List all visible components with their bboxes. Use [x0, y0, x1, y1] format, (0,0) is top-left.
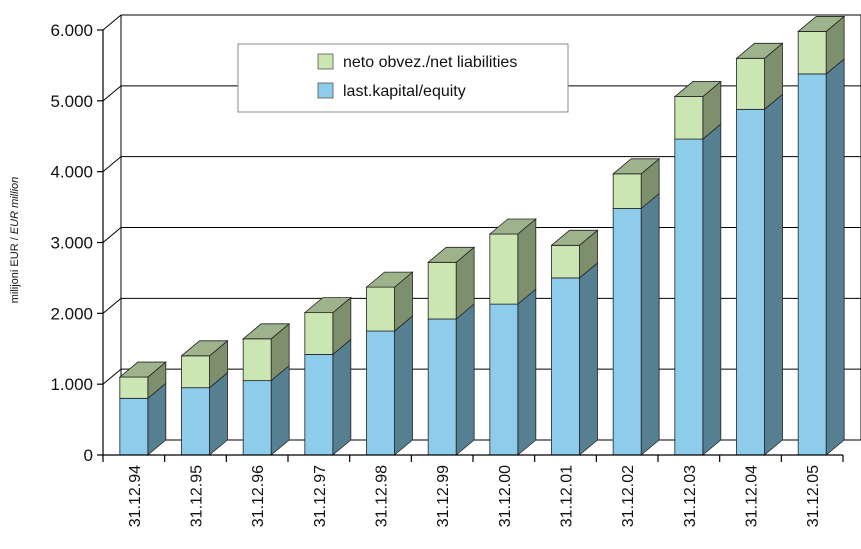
bar-equity	[489, 303, 519, 456]
gridline-diagonal	[102, 156, 122, 173]
bar-side-equity	[702, 123, 722, 456]
bar-equity	[366, 330, 395, 456]
y-axis-label-main: milijoni EUR /	[9, 236, 21, 303]
x-axis: 31.12.94 31.12.95 31.12.96 31.12.97 31.12.98…	[102, 454, 844, 527]
y-tick-label: 6.000	[50, 21, 93, 40]
bar-top-net-liabilities	[488, 218, 537, 235]
bar-net-liabilities	[304, 312, 334, 355]
bar-group	[118, 361, 167, 456]
bar-group	[303, 296, 352, 456]
bar-net-liabilities	[242, 338, 272, 382]
bar-side-equity	[517, 288, 537, 456]
bar-net-liabilities	[797, 31, 827, 75]
bar-group	[797, 15, 846, 456]
bar-net-liabilities	[366, 286, 395, 332]
gridline-diagonal	[102, 368, 122, 385]
bar-equity	[551, 277, 580, 456]
bar-top-net-liabilities	[612, 158, 661, 175]
x-tick-label: 31.12.01	[559, 465, 576, 527]
bar-net-liabilities	[736, 57, 765, 110]
x-tick-label: 31.12.04	[744, 465, 761, 527]
bar-top-net-liabilities	[735, 42, 784, 59]
gridline-diagonal	[102, 297, 122, 314]
bar-group	[242, 322, 291, 456]
bar-side-equity	[332, 338, 352, 456]
bar-side-equity	[394, 315, 413, 456]
bar-equity	[304, 354, 334, 456]
bar-side-equity	[579, 262, 598, 456]
x-tick-label: 31.12.99	[435, 465, 452, 527]
x-tick-label: 31.12.95	[189, 465, 206, 527]
bar-top-net-liabilities	[550, 229, 599, 246]
y-axis-label-italic: EUR million	[9, 177, 21, 234]
bar-group	[365, 271, 414, 456]
y-ticks: 0 1.000 2.000 3.000 4.000 5.000 6.000	[50, 21, 103, 465]
bar-side-equity	[825, 58, 845, 456]
y-tick-label: 2.000	[50, 304, 93, 323]
gridline-diagonal	[102, 227, 122, 243]
bar-net-liabilities	[612, 173, 642, 209]
y-tick-label: 1.000	[50, 375, 93, 394]
bar-equity	[427, 318, 457, 456]
legend-box	[237, 43, 569, 113]
bar-net-liabilities	[119, 376, 149, 399]
y-axis-label: milijoni EUR / EUR million	[9, 177, 21, 304]
y-tick-label: 0	[84, 446, 93, 465]
bar-top-net-liabilities	[118, 361, 167, 378]
legend-label-net-liabilities: neto obvez./net liabilities	[343, 54, 517, 71]
bar-group	[180, 339, 229, 456]
bar-top-net-liabilities	[242, 323, 291, 340]
x-tick-label: 31.12.02	[620, 465, 637, 527]
x-tick-label: 31.12.98	[374, 465, 391, 527]
bar-top-net-liabilities	[365, 271, 414, 288]
bar-top-net-liabilities	[673, 81, 722, 97]
bar-equity	[736, 108, 765, 456]
bar-net-liabilities	[674, 96, 704, 140]
legend: neto obvez./net liabilities last.kapital…	[237, 43, 569, 113]
legend-swatch-equity	[317, 82, 334, 99]
gridline-diagonal	[102, 85, 122, 102]
gridline-diagonal	[102, 14, 122, 31]
bar-equity	[797, 73, 827, 456]
y-tick-label: 4.000	[50, 163, 93, 182]
bar-side-equity	[640, 192, 660, 456]
bars	[118, 15, 846, 456]
bar-group	[735, 42, 784, 456]
bar-group	[673, 80, 722, 456]
x-tick-label: 31.12.03	[682, 465, 699, 527]
x-tick-label: 31.12.97	[312, 465, 329, 527]
bar-group	[550, 229, 599, 456]
y-axis: 0 1.000 2.000 3.000 4.000 5.000 6.000	[50, 21, 104, 465]
bar-side-equity	[764, 93, 783, 456]
x-tick-label: 31.12.00	[497, 465, 514, 527]
bar-equity	[612, 208, 642, 456]
x-tick-label: 31.12.94	[127, 465, 144, 527]
x-tick-label: 31.12.96	[250, 465, 267, 527]
legend-label-equity: last.kapital/equity	[343, 83, 466, 100]
bar-net-liabilities	[181, 355, 210, 389]
x-tick-label: 31.12.05	[805, 465, 822, 527]
bar-net-liabilities	[427, 261, 457, 320]
y-tick-label: 5.000	[50, 92, 93, 111]
bar-equity	[242, 380, 272, 456]
bar-group	[488, 218, 537, 456]
x-ticks: 31.12.94 31.12.95 31.12.96 31.12.97 31.12.98…	[102, 455, 844, 527]
bar-equity	[181, 387, 210, 456]
bar-side-equity	[455, 303, 475, 456]
bar-group	[612, 157, 661, 456]
bar-top-net-liabilities	[427, 246, 476, 263]
bar-top-net-liabilities	[180, 340, 229, 357]
bar-group	[427, 246, 476, 456]
legend-swatch-net-liabilities	[317, 53, 334, 70]
y-tick-label: 3.000	[50, 234, 93, 253]
bar-equity	[119, 397, 149, 456]
bar-net-liabilities	[489, 233, 519, 305]
bar-top-net-liabilities	[303, 297, 352, 314]
bar-top-net-liabilities	[797, 16, 846, 32]
bar-side-equity	[270, 364, 290, 456]
bar-equity	[674, 138, 704, 456]
bar-net-liabilities	[551, 244, 580, 279]
